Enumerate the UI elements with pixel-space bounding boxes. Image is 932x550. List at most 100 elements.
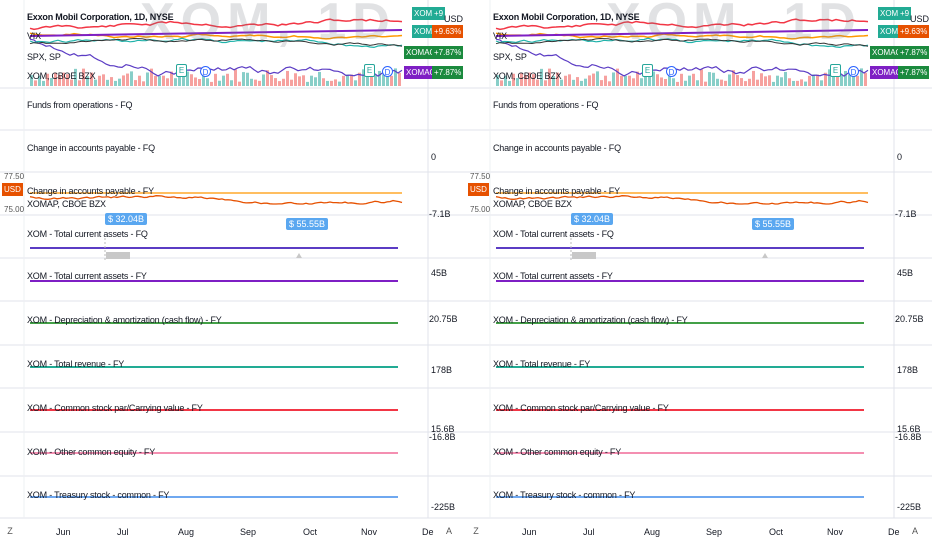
volume-bar: [262, 74, 265, 86]
volume-bar: [844, 70, 847, 86]
legend-spx[interactable]: SPX, SP: [493, 52, 527, 62]
pane-label-tca-fy[interactable]: XOM - Total current assets - FY: [493, 271, 613, 281]
volume-bar: [748, 78, 751, 86]
pane-label-da-fy[interactable]: XOM - Depreciation & amortization (cash …: [27, 315, 222, 325]
legend-vix[interactable]: VIX: [27, 31, 41, 41]
pane-label-tca-fq[interactable]: XOM - Total current assets - FQ: [493, 229, 614, 239]
volume-bar: [102, 74, 105, 86]
legend-xom-bzx[interactable]: XOM, CBOE BZX: [27, 71, 96, 81]
volume-bar: [624, 75, 627, 86]
volume-bar: [812, 74, 815, 86]
pane-label-da-fy[interactable]: XOM - Depreciation & amortization (cash …: [493, 315, 688, 325]
pane-label-funds-ops[interactable]: Funds from operations - FQ: [27, 100, 133, 110]
pane-label-funds-ops[interactable]: Funds from operations - FQ: [493, 100, 599, 110]
legend-spx[interactable]: SPX, SP: [27, 52, 61, 62]
pane-label-ap-fy[interactable]: Change in accounts payable - FY: [493, 186, 620, 196]
pane-label-ts-fy[interactable]: XOM - Treasury stock - common - FY: [493, 490, 636, 500]
volume-bar: [158, 75, 161, 86]
volume-bar: [110, 77, 113, 86]
volume-bar: [760, 73, 763, 86]
callout-marker: [106, 252, 130, 259]
left-currency-badge: USD: [2, 183, 23, 196]
volume-bar: [250, 78, 253, 86]
dividend-event-icon[interactable]: D: [848, 66, 859, 77]
series-line-dark: [29, 37, 403, 47]
volume-bar: [744, 81, 747, 86]
volume-bar: [860, 68, 863, 86]
pane-label-xomap[interactable]: XOMAP, CBOE BZX: [493, 199, 572, 209]
series-line-dark: [495, 37, 869, 47]
pane-label-ap-fy[interactable]: Change in accounts payable - FY: [27, 186, 154, 196]
scale-tca-fy: 45B: [897, 268, 914, 278]
legend-xom-bzx[interactable]: XOM, CBOE BZX: [493, 71, 562, 81]
volume-bar: [856, 75, 859, 86]
pane-label-csp-fy[interactable]: XOM - Common stock par/Carrying value - …: [493, 403, 669, 413]
volume-bar: [362, 69, 365, 86]
pane-label-ap-fq[interactable]: Change in accounts payable - FQ: [493, 143, 621, 153]
volume-bar: [310, 75, 313, 86]
earnings-event-icon[interactable]: E: [364, 64, 375, 77]
volume-bar: [46, 73, 49, 86]
pane-label-tca-fy[interactable]: XOM - Total current assets - FY: [27, 271, 147, 281]
volume-bar: [126, 73, 129, 86]
earnings-event-icon[interactable]: E: [830, 64, 841, 77]
volume-bar: [684, 80, 687, 86]
legend-vix[interactable]: VIX: [493, 31, 507, 41]
volume-bar: [784, 71, 787, 86]
price-badge-prefix: +9: [432, 7, 446, 20]
volume-bar: [170, 71, 173, 86]
pane-label-oce-fy[interactable]: XOM - Other common equity - FY: [493, 447, 622, 457]
pane-label-xomap[interactable]: XOMAP, CBOE BZX: [27, 199, 106, 209]
earnings-event-icon[interactable]: E: [642, 64, 653, 77]
chart-title[interactable]: Exxon Mobil Corporation, 1D, NYSE: [27, 12, 174, 22]
chart-canvas[interactable]: [466, 0, 932, 550]
volume-bar: [696, 80, 699, 86]
scale-ts-fy: -225B: [431, 502, 456, 512]
volume-bar: [198, 78, 201, 86]
chart-panel-left[interactable]: XOM, 1D Exxon Mobil Corporation, 1D, NYS…: [0, 0, 466, 550]
volume-bar: [736, 75, 739, 86]
pane-label-ap-fq[interactable]: Change in accounts payable - FQ: [27, 143, 155, 153]
price-line-orange: [29, 195, 403, 205]
volume-bar: [142, 81, 145, 86]
chart-panel-right[interactable]: XOM, 1D Exxon Mobil Corporation, 1D, NYS…: [466, 0, 932, 550]
volume-bar: [564, 75, 567, 86]
dividend-event-icon[interactable]: D: [200, 66, 211, 77]
dividend-event-icon[interactable]: D: [382, 66, 393, 77]
time-tick: Oct: [769, 527, 784, 537]
volume-bar: [58, 75, 61, 86]
volume-bar: [62, 72, 65, 86]
pane-label-ts-fy[interactable]: XOM - Treasury stock - common - FY: [27, 490, 170, 500]
price-badge-xom-2: XOM: [412, 25, 435, 38]
auto-scale-button[interactable]: A: [445, 526, 452, 536]
volume-bar: [556, 72, 559, 86]
series-line-purple: [495, 29, 869, 37]
volume-bar: [688, 75, 691, 86]
zoom-button[interactable]: Z: [473, 526, 479, 536]
volume-bar: [114, 80, 117, 86]
volume-bar: [608, 81, 611, 86]
pane-label-tca-fq[interactable]: XOM - Total current assets - FQ: [27, 229, 148, 239]
pane-label-rev-fy[interactable]: XOM - Total revenue - FY: [27, 359, 125, 369]
pane-label-csp-fy[interactable]: XOM - Common stock par/Carrying value - …: [27, 403, 203, 413]
dividend-event-icon[interactable]: D: [666, 66, 677, 77]
volume-bar: [728, 74, 731, 86]
volume-bar: [800, 79, 803, 86]
volume-bar: [338, 81, 341, 86]
volume-bar: [848, 74, 851, 86]
volume-bar: [640, 78, 643, 86]
earnings-event-icon[interactable]: E: [176, 64, 187, 77]
scale-da-fy: 20.75B: [895, 314, 924, 324]
volume-bar: [274, 78, 277, 86]
auto-scale-button[interactable]: A: [911, 526, 918, 536]
volume-bar: [86, 76, 89, 86]
volume-bar: [700, 69, 703, 86]
price-badge-xomao-2: XOMAO: [870, 66, 904, 79]
pane-label-rev-fy[interactable]: XOM - Total revenue - FY: [493, 359, 591, 369]
chart-canvas[interactable]: [0, 0, 466, 550]
chart-title[interactable]: Exxon Mobil Corporation, 1D, NYSE: [493, 12, 640, 22]
zoom-button[interactable]: Z: [7, 526, 13, 536]
volume-bar: [552, 76, 555, 86]
volume-bar: [258, 80, 261, 86]
pane-label-oce-fy[interactable]: XOM - Other common equity - FY: [27, 447, 156, 457]
